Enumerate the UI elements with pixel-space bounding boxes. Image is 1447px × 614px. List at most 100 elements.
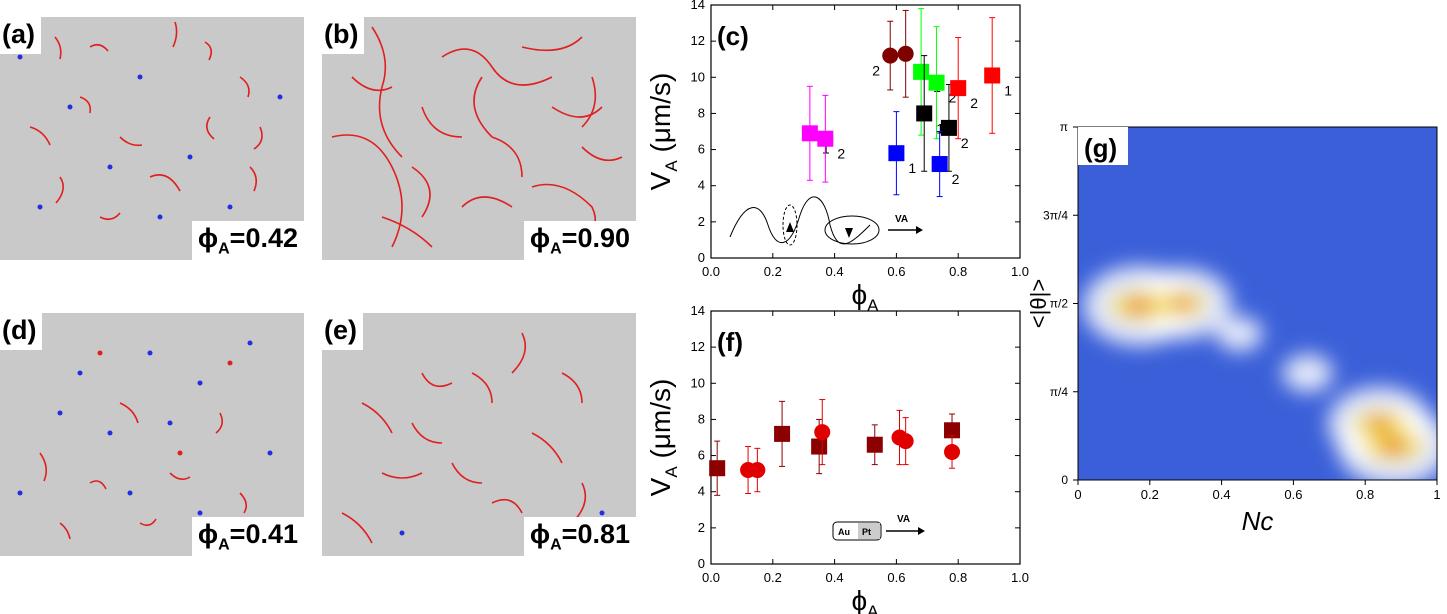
y-tick-label: 6: [698, 448, 705, 463]
phi-label-b: ϕA=0.90: [523, 220, 636, 260]
hotspot-peak: [1366, 416, 1393, 432]
y-tick-label: 0: [1061, 473, 1068, 487]
data-point-circle: [749, 462, 766, 479]
pt-label: Pt: [862, 527, 871, 537]
data-point-square: [913, 63, 930, 80]
phi-value-d: =0.41: [229, 518, 298, 549]
data-point-circle: [882, 47, 899, 64]
x-tick-label: 0.6: [1284, 487, 1302, 502]
micrograph-e: (e) ϕA=0.81: [322, 313, 636, 556]
helix-ring-2: [824, 215, 880, 245]
velocity-inset-label: VA: [897, 514, 910, 525]
x-tick-label: 0: [1074, 487, 1081, 502]
y-axis-label: <|θ|>: [1030, 279, 1051, 328]
x-tick-label: 0.6: [887, 570, 905, 585]
point-label: 1: [822, 140, 830, 156]
chart-f: 0.0 0.2 0.4 0.6 0.8 1.0 0 2 4 6 8 10 12 14 ϕA VA (μm/s)…: [645, 306, 1029, 614]
down-arrow-icon: [845, 228, 853, 238]
y-tick-label: π: [1060, 120, 1068, 134]
panel-label-e: (e): [322, 313, 363, 350]
trajectories-b: [331, 26, 623, 248]
x-tick-label: 0.4: [826, 570, 844, 585]
data-point-square: [940, 119, 957, 136]
x-tick-label: 0.2: [764, 570, 782, 585]
data-point-square: [931, 156, 948, 173]
up-arrow-icon: [786, 222, 794, 232]
x-axis-label: ϕA: [851, 585, 879, 614]
data-point-square: [709, 460, 726, 477]
phi-sub-e: A: [550, 536, 562, 553]
y-tick-label: 8: [698, 411, 705, 426]
trajectories-e: [341, 332, 605, 544]
phi-label-e: ϕA=0.81: [523, 516, 636, 556]
x-tick-label: 0.8: [949, 570, 967, 585]
data-point-square: [866, 436, 883, 453]
point-label: 2: [872, 63, 880, 79]
panel-label-b: (b): [322, 17, 365, 54]
helix-inset: VA: [729, 196, 923, 246]
phi-label-d: ϕA=0.41: [191, 516, 304, 556]
data-point-circle: [897, 45, 914, 62]
data-point-square: [950, 80, 967, 97]
y-axis-label: VA (μm/s): [645, 379, 681, 497]
phi-sub-b: A: [550, 240, 562, 257]
helix-curve: [729, 196, 871, 245]
y-tick-label: 12: [691, 339, 705, 354]
x-tick-label: 0.8: [949, 264, 967, 279]
point-label: 2: [952, 171, 960, 187]
trajectories-a: [17, 21, 283, 221]
y-tick-label: π/2: [1050, 297, 1069, 311]
hotspot-peak: [1125, 297, 1154, 314]
panel-label: (c): [717, 21, 749, 51]
y-tick-label: π/4: [1050, 385, 1069, 399]
janus-pt-half: [858, 523, 880, 539]
velocity-arrow-head: [916, 226, 923, 234]
data-point-square: [916, 105, 933, 122]
data-point-square: [774, 425, 791, 442]
data-point-square: [811, 438, 828, 455]
y-tick-label: 14: [691, 0, 705, 12]
x-tick-label: 0.4: [1213, 487, 1231, 502]
janus-inset: Au Pt VA: [832, 514, 925, 541]
velocity-arrow-head: [918, 527, 925, 535]
data-point-circle: [814, 424, 831, 441]
point-label: 1: [936, 120, 944, 136]
heatmap-hotspots: [1083, 265, 1447, 487]
helix-ring-1: [782, 204, 798, 246]
data-point-square: [984, 67, 1001, 84]
x-tick-label: 0.6: [887, 264, 905, 279]
x-tick-label: 0.8: [1356, 487, 1374, 502]
velocity-inset-label: VA: [895, 214, 908, 225]
micrograph-d: (d) ϕA=0.41: [0, 313, 304, 556]
data-point-square: [944, 422, 961, 439]
x-tick-label: 0.4: [826, 264, 844, 279]
y-tick-label: 2: [698, 214, 705, 229]
hotspot-halo: [1282, 354, 1333, 393]
y-tick-label: 4: [698, 178, 705, 193]
y-tick-label: 6: [698, 142, 705, 157]
x-axis-label: Nc: [1242, 506, 1274, 536]
phi-value-b: =0.90: [561, 222, 630, 253]
phi-sub-a: A: [218, 240, 230, 257]
phi-value-e: =0.81: [561, 518, 630, 549]
point-label: 2: [837, 146, 845, 162]
y-tick-label: 0: [698, 250, 705, 265]
data-point-circle: [944, 443, 961, 460]
y-tick-label: 14: [691, 306, 705, 318]
panel-label: (g): [1084, 133, 1117, 163]
au-label: Au: [838, 527, 850, 537]
plot-frame: [710, 4, 1021, 259]
phi-symbol-a: ϕ: [197, 222, 219, 253]
x-axis-label: ϕA: [851, 279, 879, 312]
hotspot-peak: [1170, 296, 1195, 311]
phi-label-a: ϕA=0.42: [191, 220, 304, 260]
x-tick-label: 1: [1433, 487, 1440, 502]
hotspot-halo: [1216, 316, 1263, 352]
panel-label-a: (a): [0, 17, 41, 54]
y-tick-label: 8: [698, 105, 705, 120]
phi-symbol-e: ϕ: [529, 518, 551, 549]
hotspot-peak: [1379, 438, 1408, 455]
panel-label-d: (d): [0, 313, 43, 350]
data-point-square: [888, 145, 905, 162]
